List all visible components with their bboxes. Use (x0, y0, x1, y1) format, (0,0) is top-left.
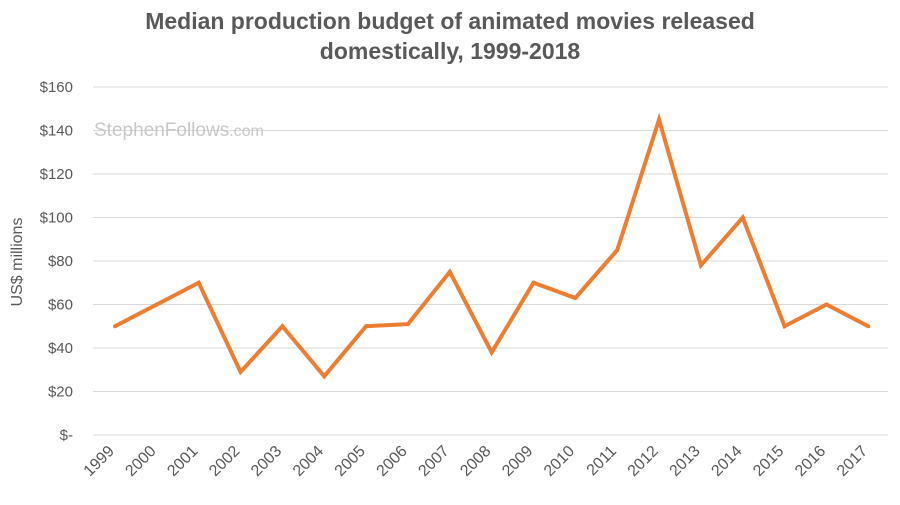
watermark-main: StephenFollows (94, 120, 229, 141)
y-tick-label: $120 (40, 166, 73, 183)
data-point (573, 296, 577, 300)
data-point (155, 303, 159, 307)
data-point (615, 248, 619, 252)
y-tick-label: $160 (40, 79, 73, 96)
x-tick-label: 2001 (164, 443, 201, 480)
x-tick-label: 2006 (374, 443, 411, 480)
x-tick-label: 2014 (708, 443, 745, 480)
y-axis-ticks: $- $20 $40 $60 $80 $100 $120 $140 $160 (40, 79, 73, 444)
watermark-suffix: .com (229, 123, 264, 140)
x-tick-label: 2002 (206, 443, 243, 480)
y-tick-label: $40 (48, 340, 73, 357)
x-tick-label: 2015 (750, 443, 787, 480)
y-tick-label: $80 (48, 253, 73, 270)
x-axis-ticks: 1999 2000 2001 2002 2003 2004 2005 2006 2007 2008… (81, 443, 872, 480)
data-point (866, 324, 870, 328)
y-tick-label: $- (60, 427, 73, 444)
x-tick-label: 2013 (667, 443, 704, 480)
y-tick-label: $20 (48, 384, 73, 401)
data-point (197, 281, 201, 285)
x-tick-label: 1999 (81, 443, 118, 480)
data-point (490, 350, 494, 354)
x-tick-label: 2016 (792, 443, 829, 480)
y-tick-label: $60 (48, 297, 73, 314)
data-point (783, 324, 787, 328)
data-point (406, 322, 410, 326)
y-axis-label: US$ millions (9, 218, 26, 307)
data-point (364, 324, 368, 328)
x-tick-label: 2000 (122, 443, 159, 480)
data-point (448, 270, 452, 274)
data-point (239, 370, 243, 374)
data-point (113, 324, 117, 328)
series-line (115, 120, 868, 377)
watermark: StephenFollows.com (94, 120, 264, 142)
data-point (741, 216, 745, 220)
x-tick-label: 2017 (834, 443, 871, 480)
data-point (657, 118, 661, 122)
data-point (532, 281, 536, 285)
data-point (322, 374, 326, 378)
data-point (699, 263, 703, 267)
y-tick-label: $100 (40, 210, 73, 227)
x-tick-label: 2005 (332, 443, 369, 480)
x-tick-label: 2012 (625, 443, 662, 480)
x-tick-label: 2009 (499, 443, 536, 480)
x-tick-label: 2011 (584, 443, 620, 479)
data-point (824, 303, 828, 307)
x-tick-label: 2003 (248, 443, 285, 480)
x-tick-label: 2004 (290, 443, 327, 480)
x-tick-label: 2008 (457, 443, 494, 480)
series-layer (113, 118, 870, 379)
data-point (280, 324, 284, 328)
y-tick-label: $140 (40, 123, 73, 140)
x-tick-label: 2007 (415, 443, 452, 480)
x-tick-label: 2010 (541, 443, 578, 480)
